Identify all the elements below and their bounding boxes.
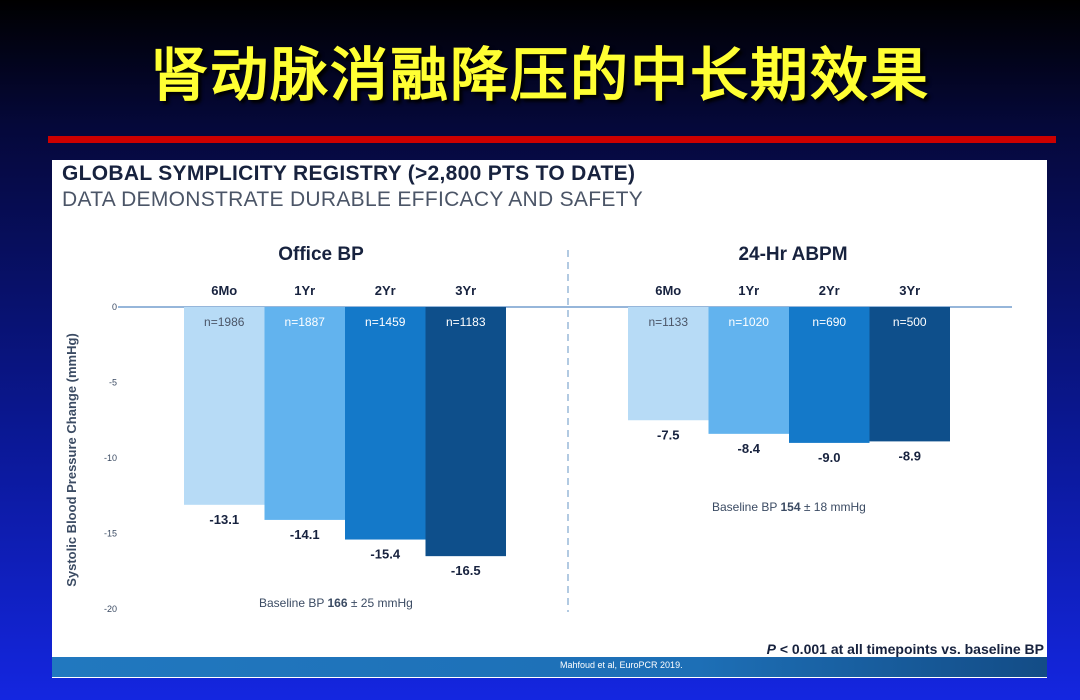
pvalue-text: < 0.001 at all timepoints vs. baseline B… <box>776 641 1044 657</box>
baseline-value: 166 <box>328 596 348 610</box>
bar-6mo <box>184 307 265 505</box>
category-label: 6Mo <box>655 283 681 298</box>
category-label: 2Yr <box>375 283 396 298</box>
bar-2yr <box>345 307 426 540</box>
slide-title: 肾动脉消融降压的中长期效果 <box>149 41 930 109</box>
pvalue-symbol: P <box>767 641 777 657</box>
n-label: n=1887 <box>285 315 326 329</box>
y-tick-label: -5 <box>109 378 117 388</box>
n-label: n=1986 <box>204 315 245 329</box>
panel-subtitle: DATA DEMONSTRATE DURABLE EFFICACY AND SA… <box>62 188 644 211</box>
citation: Mahfoud et al, EuroPCR 2019. <box>560 660 683 670</box>
category-label: 1Yr <box>738 283 759 298</box>
y-axis-label: Systolic Blood Pressure Change (mmHg) <box>64 333 79 587</box>
category-label: 2Yr <box>819 283 840 298</box>
data-label: -8.4 <box>738 441 761 456</box>
panel-title: GLOBAL SYMPLICITY REGISTRY (>2,800 PTS T… <box>62 162 636 185</box>
category-label: 6Mo <box>211 283 237 298</box>
panel-chart-title: 24-Hr ABPM <box>738 244 847 265</box>
n-label: n=1020 <box>729 315 770 329</box>
y-tick-label: 0 <box>112 302 117 312</box>
y-tick-label: -20 <box>104 604 117 614</box>
baseline-note: Baseline BP 166 ± 25 mmHg <box>259 596 413 610</box>
category-label: 3Yr <box>899 283 920 298</box>
bar-1yr <box>708 307 789 434</box>
bar-3yr <box>425 307 506 557</box>
baseline-value: 154 <box>781 500 801 514</box>
data-label: -8.9 <box>899 448 921 463</box>
footer-bar: Mahfoud et al, EuroPCR 2019. <box>52 657 1047 677</box>
baseline-prefix: Baseline BP <box>712 500 781 514</box>
bar-6mo <box>628 307 709 421</box>
bar-3yr <box>869 307 950 442</box>
baseline-note: Baseline BP 154 ± 18 mmHg <box>712 500 866 514</box>
y-tick-label: -15 <box>104 529 117 539</box>
baseline-suffix: ± 18 mmHg <box>801 500 866 514</box>
panel-chart-title: Office BP <box>278 244 364 265</box>
n-label: n=1133 <box>649 315 689 329</box>
bar-2yr <box>789 307 870 443</box>
baseline-suffix: ± 25 mmHg <box>348 596 413 610</box>
bar-chart: 0 -5 -10 -15 -20 Systolic Blood Pressure Chan… <box>64 244 1044 657</box>
data-label: -16.5 <box>451 563 481 578</box>
data-label: -13.1 <box>209 512 239 527</box>
n-label: n=500 <box>893 315 927 329</box>
category-label: 3Yr <box>455 283 476 298</box>
baseline-prefix: Baseline BP <box>259 596 328 610</box>
category-label: 1Yr <box>294 283 315 298</box>
n-label: n=690 <box>812 315 846 329</box>
pvalue-note: P < 0.001 at all timepoints vs. baseline… <box>767 641 1044 657</box>
y-tick-label: -10 <box>104 453 117 463</box>
data-label: -9.0 <box>818 450 840 465</box>
n-label: n=1459 <box>365 315 406 329</box>
data-label: -15.4 <box>370 547 400 562</box>
n-label: n=1183 <box>446 315 486 329</box>
title-divider <box>48 136 1056 143</box>
data-label: -7.5 <box>657 427 679 442</box>
bar-1yr <box>264 307 345 520</box>
data-label: -14.1 <box>290 527 320 542</box>
chart-panel: GLOBAL SYMPLICITY REGISTRY (>2,800 PTS T… <box>52 160 1047 678</box>
